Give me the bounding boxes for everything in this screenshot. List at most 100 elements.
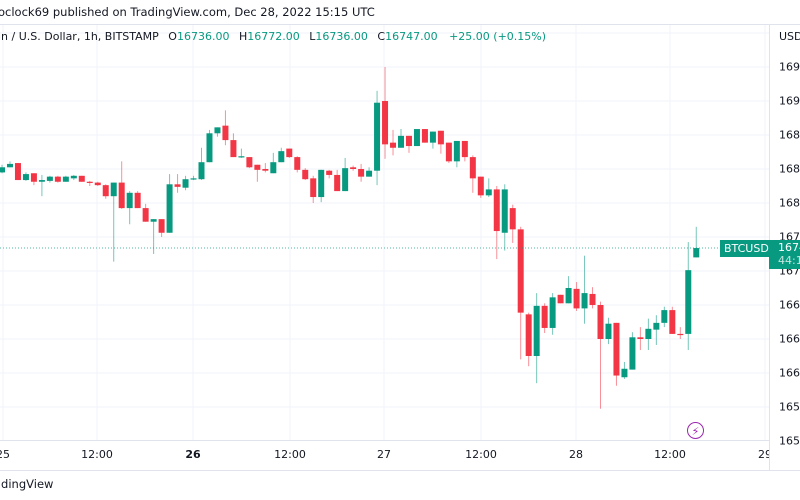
candle-body <box>421 129 428 143</box>
candle-body <box>206 133 213 163</box>
candle-body <box>685 270 692 334</box>
candle-body <box>366 170 373 177</box>
candle-body <box>318 169 325 198</box>
price-tick-label: 16640 <box>779 332 800 346</box>
candle <box>469 155 476 193</box>
symbol-price-tag: BTCUSD <box>720 240 773 257</box>
open-label: O <box>168 30 177 43</box>
candle <box>541 303 548 334</box>
price-tick-label: 16840 <box>779 162 800 176</box>
candle <box>174 174 181 193</box>
candle-body <box>238 156 245 158</box>
lightning-icon[interactable]: ⚡ <box>687 422 704 439</box>
candle <box>190 175 197 181</box>
candle-body <box>166 184 173 233</box>
candle <box>629 332 636 370</box>
candle-body <box>230 140 237 158</box>
change-value: +25.00 (+0.15%) <box>449 30 547 43</box>
candle <box>653 315 660 345</box>
candle <box>429 131 436 149</box>
candle <box>437 130 444 154</box>
candle <box>669 306 676 334</box>
candle-body <box>214 127 221 134</box>
candle <box>493 186 500 260</box>
candle-body <box>278 151 285 163</box>
candle-body <box>126 192 133 209</box>
candle <box>302 168 309 181</box>
candle <box>549 293 556 335</box>
candle <box>557 294 564 304</box>
candle <box>645 318 652 351</box>
candle-body <box>0 167 5 173</box>
candle-body <box>326 170 333 175</box>
candle <box>581 255 588 324</box>
candle-body <box>102 185 109 197</box>
candle <box>262 163 269 173</box>
candle <box>382 67 389 159</box>
candle <box>126 191 133 225</box>
candle-body <box>150 219 157 222</box>
candle <box>158 219 165 237</box>
price-tick-label: 16960 <box>779 60 800 74</box>
candle <box>270 152 277 174</box>
candle-body <box>597 305 604 339</box>
candle <box>118 161 125 209</box>
price-tick-label: 16560 <box>779 400 800 414</box>
last-price-value: 16747 <box>778 241 800 254</box>
candle-body <box>581 293 588 309</box>
tradingview-brand: adingView <box>0 477 54 491</box>
candle-body <box>469 157 476 179</box>
candle <box>206 129 213 163</box>
candle <box>589 287 596 309</box>
candle-body <box>517 229 524 313</box>
candle-body <box>629 337 636 370</box>
candlestick-chart[interactable] <box>0 0 769 440</box>
candle-body <box>286 148 293 158</box>
header-divider <box>0 24 800 25</box>
candle-body <box>30 173 37 182</box>
candle-body <box>270 162 277 174</box>
published-by-header: oclock69 published on TradingView.com, D… <box>0 5 375 19</box>
candle-body <box>342 168 349 192</box>
candle <box>661 306 668 328</box>
time-axis[interactable]: 25 12:00 26 12:00 27 12:00 28 12:00 29 <box>0 440 769 471</box>
candle <box>278 147 285 163</box>
time-tick-label: 12:00 <box>465 448 497 461</box>
candle <box>214 127 221 137</box>
high-value: 16772.00 <box>247 30 300 43</box>
candle-body <box>46 176 53 181</box>
candle-body <box>246 157 253 168</box>
candle <box>46 175 53 183</box>
candle <box>342 157 349 192</box>
price-tick-label: 16880 <box>779 128 800 142</box>
candle-body <box>382 101 389 145</box>
candle <box>294 156 301 173</box>
candle <box>605 317 612 345</box>
candle-body <box>158 219 165 233</box>
candle <box>413 129 420 147</box>
candle <box>102 184 109 199</box>
candle <box>286 148 293 158</box>
candle <box>230 133 237 158</box>
candle-body <box>294 157 301 170</box>
candle-body <box>22 174 29 181</box>
open-value: 16736.00 <box>176 30 230 43</box>
candle-body <box>405 135 412 147</box>
time-tick-label: 12:00 <box>81 448 113 461</box>
candle <box>621 361 628 379</box>
high-label: H <box>238 30 248 43</box>
candle-body <box>190 178 197 180</box>
candle-body <box>677 333 684 336</box>
candle-body <box>621 368 628 378</box>
candle <box>0 164 5 174</box>
candle-body <box>262 169 269 171</box>
candle <box>318 169 325 203</box>
candle <box>110 182 117 262</box>
candle <box>477 176 484 198</box>
symbol-legend: in / U.S. Dollar, 1h, BITSTAMP O16736.00… <box>0 30 546 43</box>
candle-body <box>445 142 452 162</box>
price-tick-label: 16680 <box>779 298 800 312</box>
candle-body <box>693 248 700 258</box>
candle-body <box>501 189 508 233</box>
candle <box>517 226 524 360</box>
